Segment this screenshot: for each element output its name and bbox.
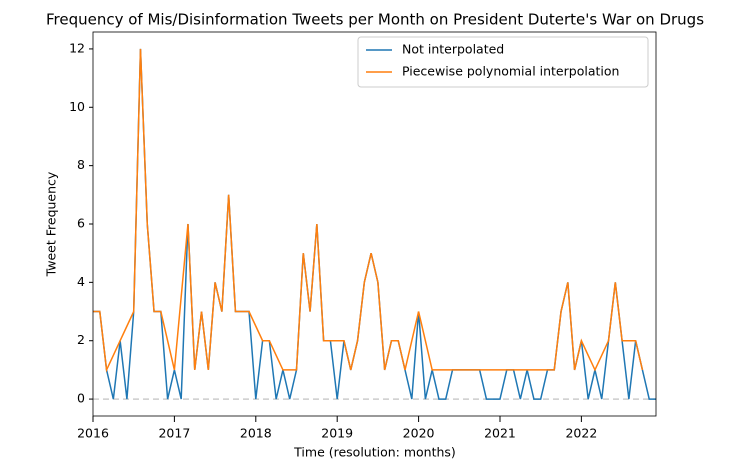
legend-label: Piecewise polynomial interpolation bbox=[402, 64, 619, 79]
x-tick-label: 2021 bbox=[484, 426, 516, 441]
x-tick-label: 2018 bbox=[240, 426, 272, 441]
y-tick-label: 6 bbox=[77, 216, 85, 231]
x-tick-label: 2020 bbox=[403, 426, 435, 441]
series-line bbox=[93, 48, 644, 373]
x-tick-label: 2019 bbox=[321, 426, 353, 441]
y-tick-label: 0 bbox=[77, 391, 85, 406]
y-axis-label: Tweet Frequency bbox=[44, 171, 59, 277]
chart-title: Frequency of Mis/Disinformation Tweets p… bbox=[46, 11, 704, 29]
y-tick-label: 4 bbox=[77, 274, 85, 289]
x-axis-label: Time (resolution: months) bbox=[293, 445, 456, 460]
y-tick-label: 12 bbox=[69, 40, 85, 55]
plot-frame bbox=[92, 31, 657, 417]
x-tick-label: 2016 bbox=[77, 426, 109, 441]
series-line bbox=[93, 48, 656, 400]
y-tick-label: 8 bbox=[77, 157, 85, 172]
legend-box bbox=[357, 36, 649, 88]
y-tick-label: 2 bbox=[77, 332, 85, 347]
x-tick-label: 2017 bbox=[158, 426, 190, 441]
legend-label: Not interpolated bbox=[402, 42, 504, 57]
y-tick-label: 10 bbox=[69, 99, 85, 114]
x-tick-label: 2022 bbox=[565, 426, 597, 441]
